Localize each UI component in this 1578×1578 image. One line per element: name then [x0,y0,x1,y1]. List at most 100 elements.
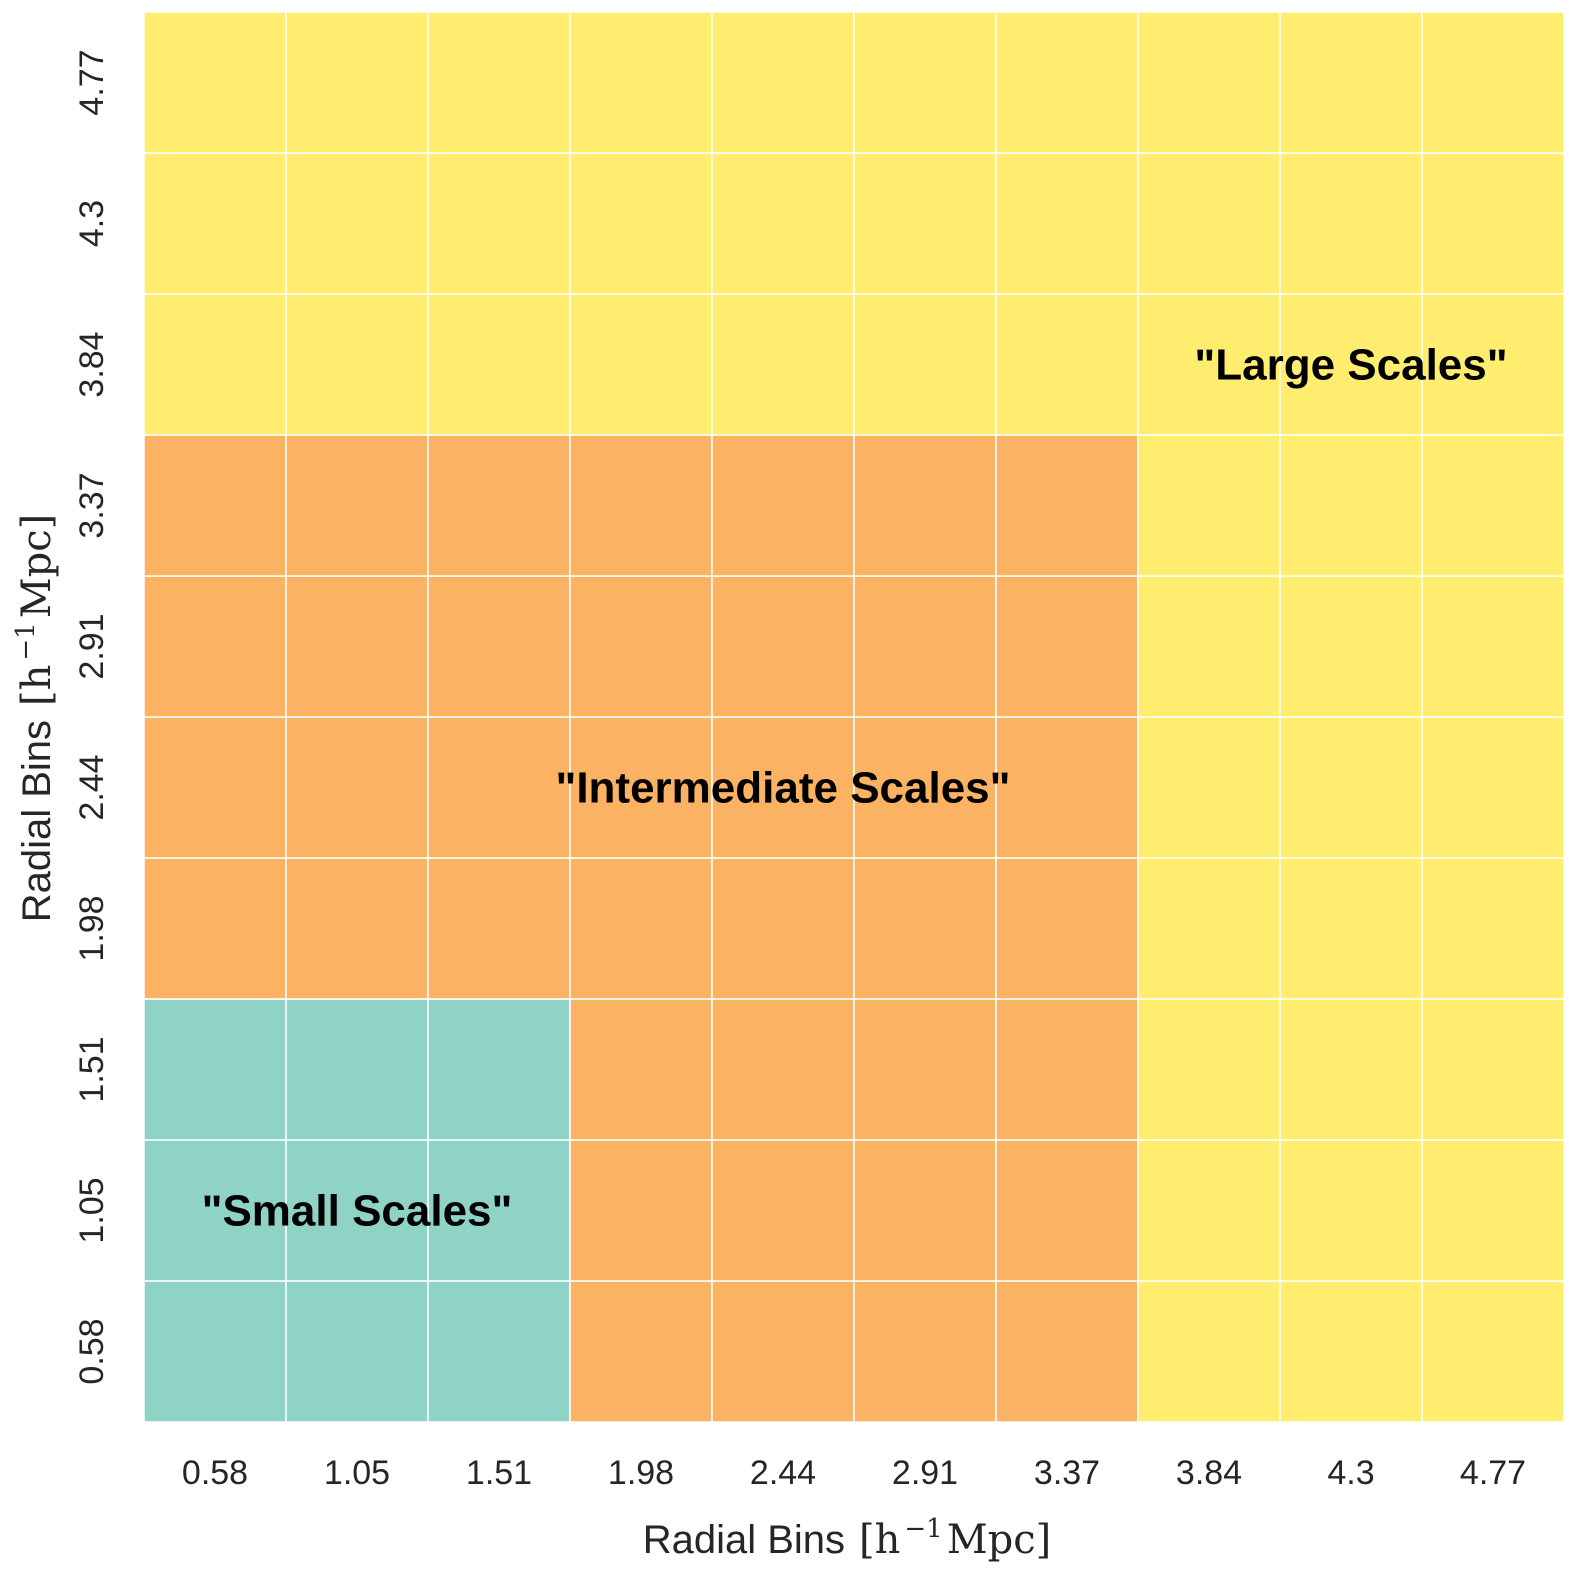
heatmap-cell [427,434,571,577]
heatmap-cell [569,152,713,295]
heatmap-cell [711,716,855,859]
y-tick-labels: 0.58 1.05 1.51 1.98 2.44 2.91 3.37 3.84 4.3 4.77 [73,49,111,1384]
x-tick-label: 2.44 [750,1454,816,1492]
heatmap-cell [427,857,571,1000]
x-tick-label: 3.84 [1176,1454,1242,1492]
x-tick-labels: 0.58 1.05 1.51 1.98 2.44 2.91 3.37 3.84 4.3 4.77 [182,1454,1526,1492]
y-axis-label: Radial Bins [h −1 Mpc] [11,514,60,923]
heatmap-cell [853,716,997,859]
heatmap-cell [143,575,287,718]
heatmap-cell [1137,1139,1281,1282]
heatmap-cell [1279,716,1423,859]
heatmap-cell [285,434,429,577]
x-axis-label-text: Radial Bins [643,1518,845,1562]
heatmap-cell [995,11,1139,154]
heatmap-cell [1137,998,1281,1141]
y-axis-unit-end: Mpc] [14,514,60,619]
heatmap-cell [995,575,1139,718]
y-axis-label-text: Radial Bins [15,720,59,922]
heatmap-cell [143,434,287,577]
heatmap-cell [853,998,997,1141]
y-axis-unit-exponent: −1 [11,622,41,660]
x-tick-label: 1.51 [466,1454,532,1492]
heatmap-cell [285,1139,429,1282]
heatmap-cell [427,11,571,154]
heatmap-cell [427,575,571,718]
y-tick-label: 3.37 [73,472,111,538]
heatmap-cell [1137,434,1281,577]
heatmap-cell [1137,857,1281,1000]
heatmap-cell [1279,434,1423,577]
heatmap-cell [285,152,429,295]
heatmap-cell [569,857,713,1000]
heatmap-cells [143,11,1565,1423]
heatmap-cell [1279,998,1423,1141]
heatmap-cell [995,434,1139,577]
heatmap-cell [143,998,287,1141]
heatmap-cell [1137,575,1281,718]
heatmap-cell [853,1280,997,1423]
x-tick-label: 3.37 [1034,1454,1100,1492]
heatmap-cell [569,1139,713,1282]
region-label: "Intermediate Scales" [555,764,1010,813]
heatmap-cell [1421,857,1565,1000]
heatmap-cell [1421,575,1565,718]
heatmap-cell [711,11,855,154]
heatmap-cell [569,293,713,436]
heatmap-cell [853,11,997,154]
heatmap-cell [711,152,855,295]
region-label: "Small Scales" [202,1187,513,1236]
heatmap-cell [995,293,1139,436]
heatmap-cell [711,575,855,718]
heatmap-cell [853,293,997,436]
heatmap-cell [569,434,713,577]
heatmap-cell [1421,434,1565,577]
heatmap-cell [427,152,571,295]
heatmap-cell [995,152,1139,295]
heatmap-cell [143,1280,287,1423]
heatmap-cell [285,293,429,436]
x-tick-label: 4.3 [1327,1454,1374,1492]
x-axis-label: Radial Bins [h −1 Mpc] [643,1514,1052,1563]
heatmap-cell [1137,152,1281,295]
heatmap-cell [427,716,571,859]
heatmap-cell [995,998,1139,1141]
y-tick-label: 1.51 [73,1036,111,1102]
heatmap-cell [995,1280,1139,1423]
heatmap-cell [1421,293,1565,436]
y-tick-label: 1.05 [73,1177,111,1243]
y-tick-label: 3.84 [73,331,111,397]
y-tick-label: 2.44 [73,754,111,820]
x-tick-label: 0.58 [182,1454,248,1492]
heatmap-cell [1279,575,1423,718]
heatmap-cell [1137,11,1281,154]
heatmap-cell [995,1139,1139,1282]
y-tick-label: 4.3 [73,200,111,247]
x-axis-unit: [h [859,1517,900,1563]
heatmap-cell [285,1280,429,1423]
region-label: "Large Scales" [1194,341,1507,390]
x-tick-label: 2.91 [892,1454,958,1492]
heatmap-cell [427,1280,571,1423]
heatmap-cell [853,575,997,718]
heatmap-cell [143,152,287,295]
y-tick-label: 2.91 [73,613,111,679]
heatmap-cell [1137,716,1281,859]
heatmap-cell [711,1280,855,1423]
heatmap-cell [711,1139,855,1282]
heatmap-cell [1421,1280,1565,1423]
heatmap-cell [853,152,997,295]
heatmap-cell [285,11,429,154]
heatmap-cell [427,1139,571,1282]
heatmap-cell [995,857,1139,1000]
x-tick-label: 4.77 [1460,1454,1526,1492]
heatmap-cell [853,1139,997,1282]
heatmap-cell [1279,857,1423,1000]
heatmap-cell [285,575,429,718]
heatmap-cell [1279,293,1423,436]
heatmap-cell [1279,1139,1423,1282]
heatmap-cell [427,293,571,436]
heatmap-cell [711,857,855,1000]
heatmap-cell [285,716,429,859]
